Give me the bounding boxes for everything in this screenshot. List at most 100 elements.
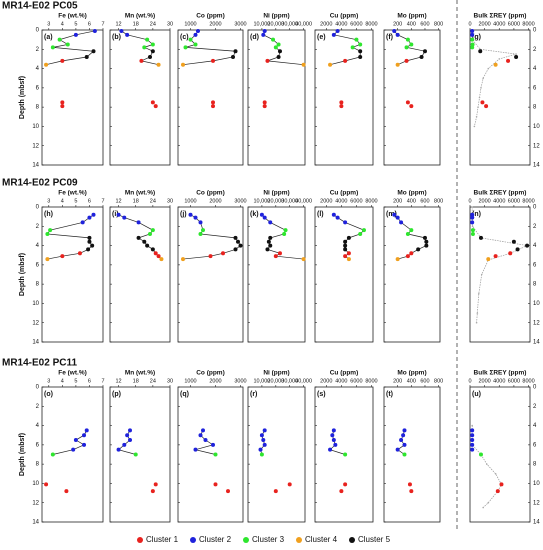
panel-label: (e) (317, 34, 326, 41)
sample-point (259, 452, 264, 457)
sample-point (354, 37, 359, 42)
sample-point (402, 428, 407, 433)
panel-frame (41, 206, 104, 343)
panel-title: Fe (wt.%) (58, 13, 87, 20)
x-tick-label: 5 (74, 378, 77, 384)
sample-point (470, 37, 475, 42)
sample-point (409, 489, 414, 494)
panel-label: (m) (386, 211, 397, 218)
x-tick-label: 30,000 (281, 21, 298, 27)
sample-point (262, 215, 267, 220)
sample-point (262, 100, 267, 105)
x-tick-label: 3 (47, 198, 50, 204)
sample-point (470, 212, 475, 217)
profile-line (182, 214, 241, 260)
y-tick-label: 0 (533, 385, 537, 391)
sample-point (402, 442, 407, 447)
y-tick-label: 14 (533, 520, 540, 526)
sample-point (358, 49, 363, 54)
sample-point (233, 49, 238, 54)
profile-point (482, 506, 484, 509)
x-tick-label: 30,000 (281, 198, 298, 204)
sample-point (287, 482, 292, 487)
sample-point (231, 55, 235, 59)
panel-title: Co (ppm) (196, 13, 225, 20)
sample-point (271, 37, 276, 42)
y-tick-label: 8 (533, 462, 537, 468)
x-tick-label: 4 (61, 378, 64, 384)
sample-point (44, 482, 49, 487)
panel-frame (247, 386, 306, 523)
sample-point (122, 442, 127, 447)
sample-point (331, 212, 336, 217)
sample-point (193, 42, 198, 47)
sample-point (470, 220, 475, 225)
sample-point (478, 452, 483, 457)
sample-point (84, 428, 89, 433)
legend-label: Cluster 4 (305, 535, 338, 544)
panel-label: (b) (112, 34, 121, 41)
sample-point (343, 247, 348, 252)
y-tick-label: 6 (533, 442, 537, 448)
rey-profile (471, 30, 517, 127)
x-tick-label: 400 (407, 198, 416, 204)
sample-point (276, 55, 281, 59)
x-tick-label: 8000 (522, 21, 534, 27)
panel-title: Mn (wt.%) (125, 190, 155, 197)
x-tick-label: 800 (434, 378, 443, 384)
x-tick-label: 8000 (522, 198, 534, 204)
y-tick-label: 2 (36, 224, 40, 230)
x-tick-label: 2000 (479, 378, 491, 384)
y-tick-label: 6 (36, 262, 40, 268)
legend-marker (349, 537, 355, 543)
y-tick-label: 2 (533, 47, 537, 53)
sample-point (277, 251, 282, 256)
sample-point (395, 215, 400, 220)
x-tick-label: 2000 (209, 198, 221, 204)
sample-point (277, 49, 282, 54)
panel-title: Bulk ΣREY (ppm) (474, 190, 527, 197)
sample-point (60, 104, 65, 109)
sample-point (44, 62, 49, 67)
sample-point (392, 212, 397, 217)
sample-point (261, 438, 266, 443)
sample-point (405, 37, 410, 42)
sample-point (87, 215, 92, 220)
sample-point (343, 239, 348, 244)
x-tick-label: 6000 (350, 198, 362, 204)
sample-point (339, 489, 344, 494)
sample-point (333, 442, 338, 447)
sample-point (211, 100, 215, 105)
sample-point (128, 438, 132, 443)
sample-point (136, 220, 141, 225)
profile-point (476, 312, 479, 314)
x-tick-label: 7 (101, 378, 104, 384)
sample-point (150, 100, 155, 105)
x-tick-label: 6 (88, 378, 91, 384)
sample-point (409, 228, 414, 233)
x-tick-label: 30 (167, 21, 173, 27)
panel-frame (383, 386, 441, 523)
panel-frame (469, 386, 531, 523)
x-tick-label: 0 (468, 198, 471, 204)
sample-point (268, 243, 273, 248)
y-tick-label: 12 (32, 143, 39, 149)
core-title: MR14-E02 PC11 (2, 358, 77, 369)
sample-point (301, 257, 306, 262)
x-tick-label: 7 (101, 21, 104, 27)
x-tick-label: 24 (150, 21, 156, 27)
x-tick-label: 5 (74, 198, 77, 204)
panel-title: Mo (ppm) (397, 370, 426, 377)
panel-frame (469, 206, 531, 343)
x-tick-label: 200 (393, 378, 402, 384)
profile-point (478, 96, 481, 99)
sample-point (339, 100, 344, 105)
panel-label: (g) (472, 34, 481, 41)
sample-point (148, 55, 152, 59)
sample-point (196, 28, 200, 33)
panel-frame (247, 206, 306, 343)
sample-point (77, 251, 82, 256)
x-tick-label: 8000 (365, 198, 377, 204)
x-tick-label: 2000 (320, 21, 332, 27)
y-tick-label: 14 (32, 520, 39, 526)
